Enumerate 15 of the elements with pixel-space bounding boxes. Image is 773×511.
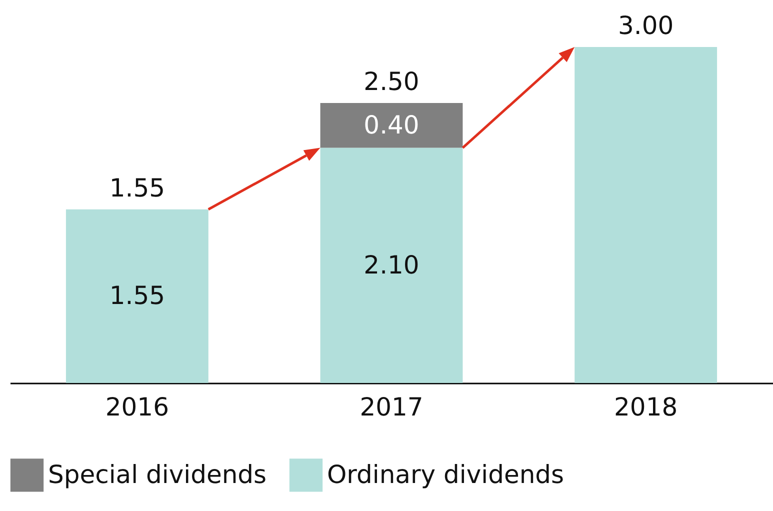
x-tick-label: 2016 — [105, 392, 169, 422]
bar — [574, 47, 718, 383]
total-label: 3.00 — [618, 11, 674, 40]
total-label: 2.50 — [364, 67, 420, 96]
bar — [320, 103, 463, 148]
data-label: 2.10 — [364, 250, 420, 280]
x-tick-label: 2017 — [360, 392, 424, 422]
data-label: 1.55 — [109, 281, 166, 310]
legend-label: Special dividends — [48, 460, 267, 490]
legend-label: Ordinary dividends — [327, 460, 564, 490]
x-tick-label: 2018 — [614, 392, 678, 422]
bar — [66, 209, 208, 383]
data-label: 0.40 — [364, 110, 420, 140]
bar — [320, 148, 463, 383]
total-label: 1.55 — [109, 173, 166, 202]
